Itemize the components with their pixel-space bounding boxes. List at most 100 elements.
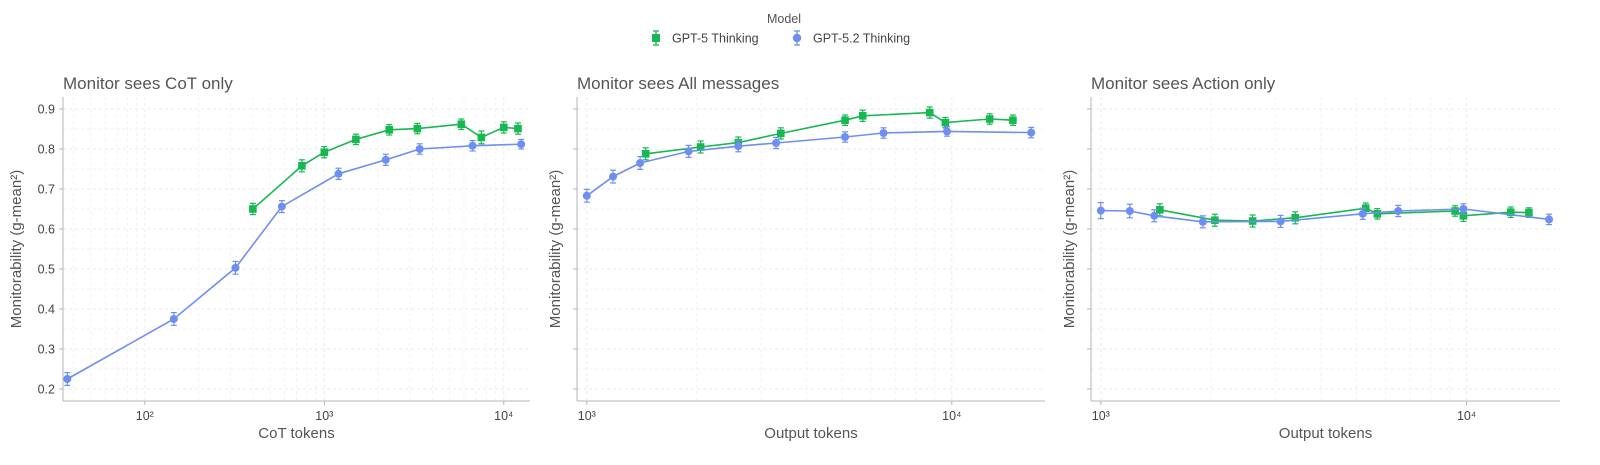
data-point [457, 118, 466, 130]
marker-circle [609, 172, 618, 181]
data-point [352, 133, 360, 146]
grid [63, 97, 530, 401]
legend-marker-square [652, 34, 660, 42]
marker-square [413, 124, 422, 133]
series-line [586, 130, 1032, 197]
marker-square [641, 150, 650, 158]
chart-title: Monitor sees All messages [577, 74, 779, 93]
data-point [582, 188, 591, 203]
marker-circle [841, 133, 850, 141]
series-gpt-5-2-thinking [63, 138, 526, 386]
x-tick-label: 10³ [578, 409, 596, 423]
marker-circle [1198, 217, 1207, 226]
data-point [841, 114, 849, 127]
data-point [841, 131, 850, 143]
marker-square [1361, 204, 1370, 212]
y-tick-label: 0.5 [38, 263, 55, 277]
marker-square [1459, 212, 1468, 220]
data-point [169, 312, 178, 326]
data-point [249, 202, 257, 216]
data-point [1096, 202, 1105, 220]
marker-circle [636, 159, 645, 167]
chart-title: Monitor sees Action only [1091, 74, 1276, 93]
data-point [1373, 208, 1382, 220]
series-line [1159, 207, 1529, 222]
series-line [66, 143, 522, 380]
y-tick-label: 0.7 [38, 183, 55, 197]
marker-square [777, 129, 785, 138]
marker-circle [277, 202, 286, 211]
legend-title: Model [767, 12, 801, 26]
data-point [1291, 211, 1300, 225]
marker-square [320, 148, 329, 156]
marker-circle [1150, 211, 1159, 220]
data-point [942, 125, 951, 137]
marker-circle [734, 142, 743, 151]
data-point [609, 169, 618, 184]
marker-circle [468, 141, 477, 150]
marker-square [696, 143, 705, 151]
data-point [696, 140, 705, 154]
data-point [298, 159, 306, 173]
data-point [1394, 204, 1403, 218]
marker-square [499, 123, 508, 132]
y-axis-label: Monitorability (g-mean²) [547, 170, 564, 328]
legend-marker-circle [792, 33, 802, 43]
data-point [636, 156, 645, 170]
marker-square [941, 118, 950, 127]
marker-square [925, 108, 934, 117]
chart-title: Monitor sees CoT only [63, 74, 233, 93]
data-point [334, 167, 343, 180]
data-point [499, 121, 508, 134]
data-point [1459, 203, 1468, 215]
data-point [381, 153, 390, 166]
grid [577, 97, 1045, 401]
marker-square [1451, 207, 1459, 215]
data-point [1198, 215, 1207, 229]
marker-square [1506, 208, 1515, 216]
y-tick-label: 0.2 [38, 383, 55, 397]
data-point [514, 122, 522, 135]
marker-square [1291, 214, 1300, 222]
data-point [1451, 205, 1459, 217]
marker-circle [684, 147, 693, 156]
marker-square [1211, 216, 1219, 224]
y-tick-label: 0.6 [38, 223, 55, 237]
y-tick-label: 0.3 [38, 343, 55, 357]
marker-circle [1125, 207, 1134, 215]
data-point [985, 113, 994, 125]
data-point [772, 136, 781, 150]
y-tick-label: 0.4 [38, 303, 55, 317]
marker-square [841, 116, 849, 124]
legend-entry: GPT-5 Thinking [652, 30, 759, 46]
data-point [734, 140, 743, 153]
data-point [1506, 206, 1515, 218]
marker-square [352, 135, 360, 144]
marker-circle [63, 375, 72, 383]
marker-circle [517, 140, 526, 149]
data-point [385, 123, 394, 136]
data-point [1276, 214, 1285, 228]
legend: Model GPT-5 Thinking GPT-5.2 Thinking [652, 12, 910, 46]
x-tick-label: 10⁴ [942, 409, 961, 423]
data-point [925, 106, 934, 119]
marker-circle [1276, 217, 1285, 226]
data-point [858, 109, 867, 123]
marker-square [858, 112, 867, 120]
grid [1091, 97, 1560, 401]
marker-circle [334, 169, 343, 178]
marker-circle [1358, 209, 1367, 218]
data-point [641, 147, 650, 161]
series-line [252, 123, 519, 210]
chart-panel-2: Monitor sees All messages 10³ 10⁴ Output to… [547, 74, 1045, 442]
marker-circle [772, 139, 781, 147]
marker-square [514, 124, 522, 133]
marker-circle [1394, 207, 1403, 215]
x-tick-label: 10³ [1092, 409, 1110, 423]
legend-label: GPT-5 Thinking [672, 32, 759, 46]
legend-entry: GPT-5.2 Thinking [792, 30, 910, 46]
data-point [517, 138, 526, 150]
marker-square [1525, 208, 1533, 217]
